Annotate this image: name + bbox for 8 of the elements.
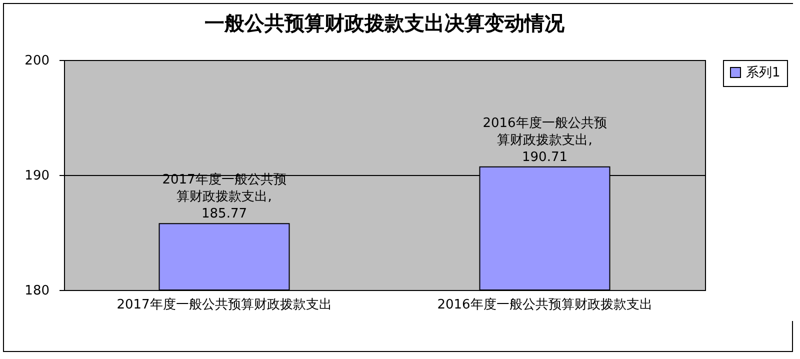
- x-tick-label: 2016年度一般公共预算财政拨款支出: [437, 296, 652, 312]
- x-tick-label: 2017年度一般公共预算财政拨款支出: [116, 296, 332, 312]
- data-label: 2016年度一般公共预算财政拨款支出,190.71: [482, 114, 607, 165]
- y-tick-label: 200: [24, 54, 50, 68]
- legend-label: 系列1: [746, 66, 780, 80]
- y-tick-label: 180: [24, 284, 50, 298]
- y-tick-label: 190: [24, 168, 50, 184]
- chart-title: 一般公共预算财政拨款支出决算变动情况: [204, 11, 566, 35]
